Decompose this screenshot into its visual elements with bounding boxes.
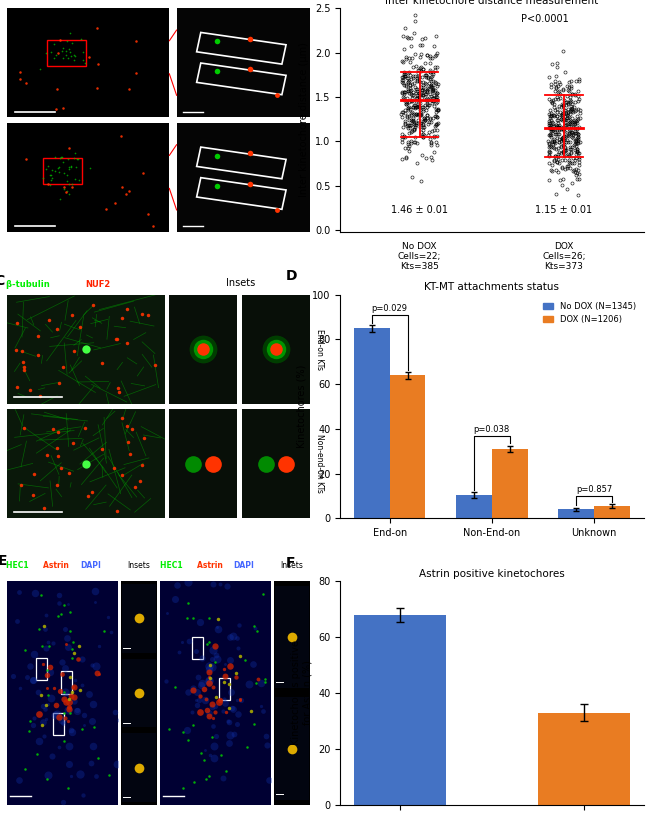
Bar (61, 672, 72, 693)
Text: 1.15 ± 0.01: 1.15 ± 0.01 (536, 206, 593, 215)
Bar (594, 506, 630, 519)
Bar (492, 449, 528, 519)
Bar (354, 328, 390, 519)
Text: Astrin: Astrin (196, 561, 225, 570)
Text: p=0.038: p=0.038 (474, 425, 510, 434)
Text: C: C (0, 274, 4, 288)
Text: Astrin: Astrin (44, 561, 72, 570)
Text: p=0.857: p=0.857 (576, 485, 612, 494)
Bar (43, 158, 82, 184)
Text: CENP-A: CENP-A (6, 0, 44, 2)
Text: HEC1: HEC1 (160, 561, 185, 570)
Bar (197, 33, 286, 64)
Text: F: F (285, 556, 295, 570)
Bar (47, 41, 86, 67)
Bar (390, 375, 426, 519)
Y-axis label: Inter kinetochore distance (μm): Inter kinetochore distance (μm) (300, 42, 309, 198)
Text: DAPI: DAPI (80, 561, 101, 570)
Y-axis label: Kinetochores positive
for Astrin (%): Kinetochores positive for Astrin (%) (291, 641, 313, 746)
Text: Insets: Insets (281, 561, 304, 570)
Text: Insets: Insets (226, 278, 255, 288)
Text: p=0.029: p=0.029 (372, 304, 408, 313)
Bar (197, 178, 286, 209)
Bar (558, 510, 594, 519)
Text: D: D (285, 269, 297, 284)
Y-axis label: Kinetochores (%): Kinetochores (%) (296, 365, 307, 448)
Bar (197, 63, 286, 94)
Text: β-tubulin: β-tubulin (6, 280, 53, 289)
Text: E: E (0, 554, 7, 567)
Text: Insets: Insets (229, 0, 258, 2)
Bar (354, 615, 446, 805)
Bar (197, 147, 286, 179)
Bar (275, 698, 309, 800)
Bar (36, 658, 47, 680)
Title: KT-MT attachments status: KT-MT attachments status (424, 282, 560, 293)
Bar (122, 659, 156, 728)
Bar (122, 584, 156, 653)
Bar (275, 585, 309, 689)
Text: NUF2: NUF2 (75, 0, 100, 2)
Bar (456, 495, 492, 519)
Text: Non-end-on KTs: Non-end-on KTs (315, 434, 324, 493)
Text: 1.46 ± 0.01: 1.46 ± 0.01 (391, 206, 448, 215)
Bar (53, 713, 64, 735)
Legend: No DOX (N=1345), DOX (N=1206): No DOX (N=1345), DOX (N=1206) (540, 298, 640, 328)
Title: Inter kinetochore distance measurement: Inter kinetochore distance measurement (385, 0, 599, 6)
Text: P<0.0001: P<0.0001 (521, 14, 569, 24)
Bar (192, 637, 203, 659)
Text: NUF2: NUF2 (86, 280, 110, 289)
Text: End-on KTs: End-on KTs (315, 328, 324, 370)
Bar (219, 678, 230, 700)
Bar (122, 733, 156, 802)
Text: HEC1: HEC1 (6, 561, 32, 570)
Bar (538, 712, 630, 805)
Text: Insets: Insets (127, 561, 150, 570)
Title: Astrin positive kinetochores: Astrin positive kinetochores (419, 569, 565, 579)
Text: DAPI: DAPI (233, 561, 254, 570)
